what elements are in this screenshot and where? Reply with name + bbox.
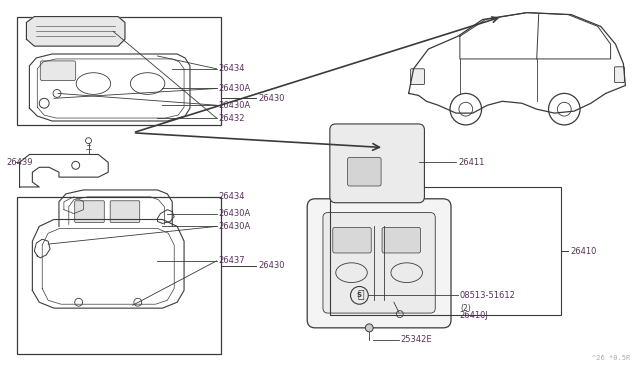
Text: 26439: 26439 (7, 158, 33, 167)
Text: 26411: 26411 (458, 158, 484, 167)
Text: 26434: 26434 (218, 192, 245, 201)
Text: 26430: 26430 (258, 94, 284, 103)
FancyBboxPatch shape (307, 199, 451, 328)
Text: (2): (2) (460, 304, 470, 312)
Text: 26432: 26432 (218, 113, 245, 122)
Text: 26410J: 26410J (460, 311, 489, 320)
Text: S: S (357, 292, 362, 298)
FancyBboxPatch shape (330, 124, 424, 203)
FancyBboxPatch shape (40, 61, 76, 81)
Text: 26430A: 26430A (218, 222, 251, 231)
Text: 26430: 26430 (258, 261, 284, 270)
FancyBboxPatch shape (411, 69, 424, 84)
FancyBboxPatch shape (614, 67, 625, 83)
Circle shape (365, 324, 373, 332)
Polygon shape (26, 17, 125, 46)
Text: ^26 *0.5R: ^26 *0.5R (592, 355, 630, 361)
FancyBboxPatch shape (323, 212, 435, 313)
Text: Ⓢ: Ⓢ (357, 290, 364, 300)
Text: 26430A: 26430A (218, 101, 251, 110)
FancyBboxPatch shape (75, 201, 104, 222)
Text: 08513-51612: 08513-51612 (460, 291, 516, 300)
Text: 26430A: 26430A (218, 84, 251, 93)
Bar (330, 187, 561, 315)
Text: 26430A: 26430A (218, 209, 251, 218)
Text: 26437: 26437 (218, 256, 245, 265)
Text: 25342E: 25342E (401, 335, 433, 344)
FancyBboxPatch shape (348, 157, 381, 186)
FancyBboxPatch shape (382, 227, 420, 253)
FancyBboxPatch shape (333, 227, 371, 253)
FancyBboxPatch shape (110, 201, 140, 222)
Text: 26410: 26410 (570, 247, 596, 256)
Text: 26434: 26434 (218, 64, 245, 73)
